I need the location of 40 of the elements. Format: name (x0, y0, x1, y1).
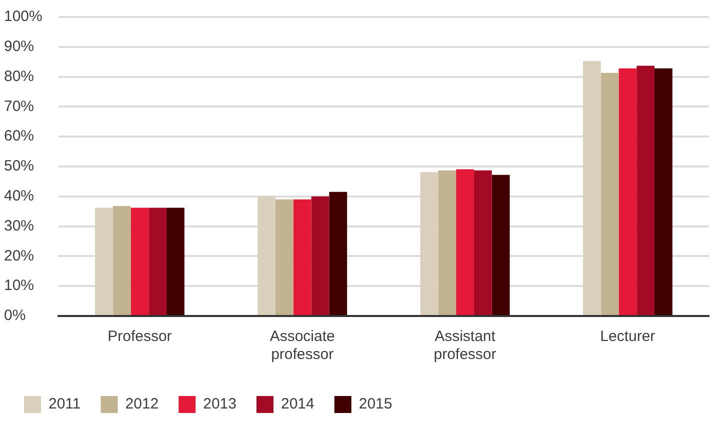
bar (582, 60, 601, 315)
bar (276, 199, 294, 315)
bar (600, 72, 619, 315)
bar (130, 208, 149, 315)
bar (329, 192, 348, 315)
x-tick-label: Assistant professor (434, 328, 496, 364)
bar (258, 196, 276, 315)
x-tick-label: Lecturer (600, 328, 656, 346)
y-tick-label: 40% (4, 188, 34, 205)
y-tick-label: 100% (4, 8, 42, 26)
y-tick-label: 80% (4, 68, 34, 85)
y-tick-label: 70% (4, 98, 34, 115)
y-tick-label: 0% (4, 307, 26, 324)
y-tick-label: 90% (4, 38, 34, 56)
bar (311, 196, 330, 315)
bar (420, 172, 438, 315)
bar (636, 66, 655, 315)
bar (474, 170, 492, 315)
bar (112, 206, 131, 315)
legend-label: 2012 (125, 396, 159, 413)
legend-label: 2014 (280, 396, 314, 413)
bar (94, 208, 113, 315)
y-tick-label: 60% (4, 128, 34, 145)
legend-label: 2015 (358, 396, 392, 413)
x-tick-label: Professor (108, 328, 172, 346)
bar (166, 208, 184, 315)
legend-label: 2011 (48, 396, 81, 413)
bar (148, 208, 167, 315)
bar (618, 68, 637, 315)
y-tick-label: 10% (4, 277, 34, 294)
bar (654, 68, 672, 315)
bar (456, 169, 474, 315)
bar (438, 170, 456, 315)
y-tick-label: 50% (4, 158, 34, 175)
y-tick-label: 20% (4, 247, 34, 264)
y-tick-label: 30% (4, 217, 34, 234)
bar (492, 174, 510, 315)
legend-label: 2013 (203, 396, 236, 413)
bar (293, 199, 312, 315)
x-tick-label: Associate professor (270, 328, 335, 364)
